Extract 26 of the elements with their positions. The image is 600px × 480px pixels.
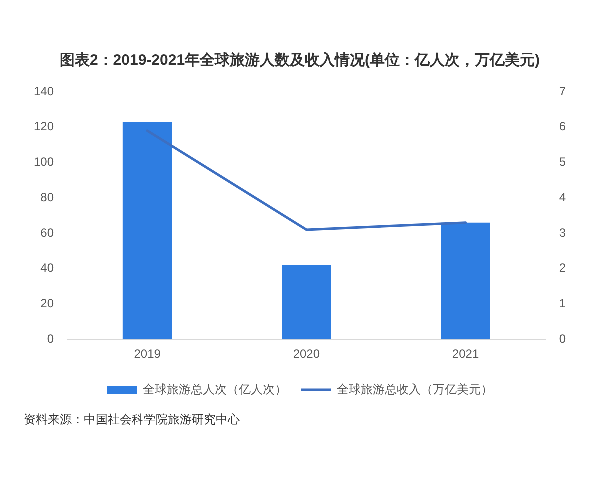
bar (441, 222, 490, 340)
legend-label: 全球旅游总收入（万亿美元） (337, 382, 493, 396)
y-tick-label: 100 (34, 155, 54, 170)
y2-tick-label: 7 (559, 84, 566, 98)
y-tick-label: 0 (47, 332, 54, 346)
bar (122, 122, 172, 340)
y-tick-label: 80 (40, 190, 54, 204)
y2-tick-label: 2 (559, 261, 566, 276)
y2-tick-label: 1 (559, 296, 566, 311)
y-tick-label: 60 (40, 226, 54, 240)
x-tick-label: 2021 (452, 347, 480, 362)
text: 资料来源：中国社会科学院旅游研究中心 (24, 412, 240, 426)
y2-tick-label: 3 (559, 226, 566, 240)
x-tick-label: 2019 (134, 347, 162, 362)
y-tick-label: 40 (40, 261, 54, 276)
y-tick-label: 20 (40, 296, 54, 311)
legend-label: 全球旅游总人次（亿人次） (143, 382, 287, 396)
bar (282, 265, 332, 340)
y2-tick-label: 0 (559, 332, 566, 346)
y-tick-label: 120 (34, 120, 54, 134)
y2-tick-label: 5 (559, 155, 566, 170)
x-tick-label: 2020 (293, 347, 320, 362)
chart-title: 图表2：2019-2021年全球旅游人数及收入情况(单位：亿人次，万亿美元) (60, 51, 540, 70)
y-tick-label: 140 (34, 84, 54, 98)
y2-tick-label: 4 (559, 190, 566, 204)
y2-tick-label: 6 (559, 120, 566, 134)
